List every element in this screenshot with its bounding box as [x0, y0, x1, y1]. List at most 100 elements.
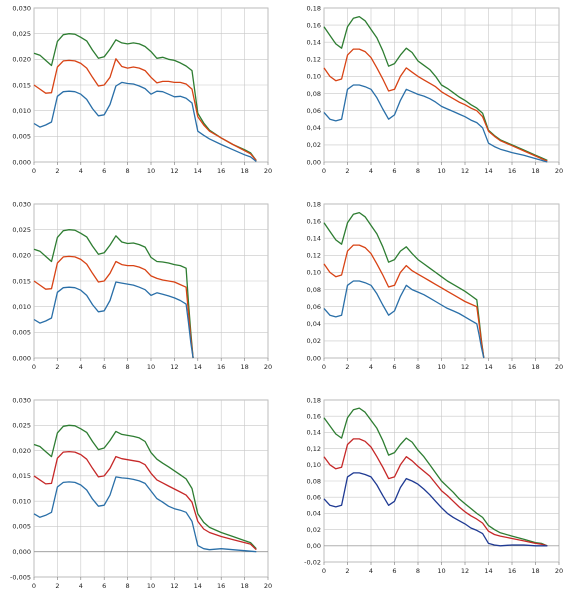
- y-tick-label: -0,02: [304, 558, 321, 566]
- y-tick-label: 0,005: [12, 329, 31, 337]
- y-tick-label: 0,020: [12, 56, 31, 64]
- y-tick-label: 0,015: [12, 472, 31, 480]
- series-line-3: [33, 476, 257, 553]
- x-tick-label: 12: [170, 167, 178, 175]
- y-tick-label: 0,12: [307, 445, 321, 453]
- series-line-1: [33, 424, 257, 550]
- x-tick-label: 10: [147, 167, 155, 175]
- y-tick-label: 0,04: [307, 320, 321, 328]
- series-line-2: [33, 255, 194, 359]
- y-tick-label: 0,010: [12, 497, 31, 505]
- y-tick-label: 0,015: [12, 277, 31, 285]
- y-tick-label: 0,005: [12, 133, 31, 141]
- y-tick-label: 0,000: [12, 158, 31, 166]
- chart-svg: 0,00 0,02 0,04 0,06 0,08 0,10 0,12 0,14 0,16 0,18…: [307, 4, 564, 175]
- x-tick-label: 14: [194, 582, 202, 590]
- x-tick-label: 2: [55, 363, 59, 371]
- y-tick-label: 0,16: [307, 21, 321, 29]
- y-tick-label: 0,04: [307, 510, 321, 518]
- x-tick-label: 16: [217, 363, 225, 371]
- x-tick-label: 18: [240, 582, 248, 590]
- series-line-1: [323, 211, 485, 359]
- series-line-3: [323, 280, 485, 359]
- y-tick-label: 0,12: [307, 252, 321, 260]
- y-tick-label: 0,00: [307, 354, 321, 362]
- y-tick-label: 0,025: [12, 30, 31, 38]
- y-tick-label: 0,06: [307, 494, 321, 502]
- x-tick-label: 6: [392, 167, 396, 175]
- x-tick-label: 20: [555, 567, 563, 575]
- x-tick-label: 4: [79, 167, 83, 175]
- x-tick-label: 4: [79, 363, 83, 371]
- x-tick-label: 20: [555, 167, 563, 175]
- x-tick-label: 16: [217, 167, 225, 175]
- x-tick-label: 0: [32, 167, 36, 175]
- x-tick-label: 14: [194, 363, 202, 371]
- chart-panel-6: -0,02 0,00 0,02 0,04 0,06 0,08 0,10 0,12 0,14 0,1…: [289, 392, 567, 599]
- x-tick-label: 20: [264, 167, 272, 175]
- x-tick-label: 6: [102, 167, 106, 175]
- chart-svg: 0,00 0,02 0,04 0,06 0,08 0,10 0,12 0,14 0,16 0,18…: [307, 200, 564, 371]
- x-tick-label: 8: [126, 582, 130, 590]
- x-tick-label: 0: [322, 567, 326, 575]
- x-tick-label: 4: [369, 167, 373, 175]
- y-tick-label: 0,08: [307, 286, 321, 294]
- x-tick-label: 8: [416, 567, 420, 575]
- chart-svg: 0,000 0,005 0,010 0,015 0,020 0,025 0,030 0 2 4 6 8…: [12, 200, 272, 371]
- y-tick-label: 0,02: [307, 526, 321, 534]
- y-tick-label: 0,015: [12, 81, 31, 89]
- x-tick-label: 12: [461, 167, 469, 175]
- y-tick-label: 0,18: [307, 200, 321, 208]
- x-tick-label: 18: [531, 363, 539, 371]
- series-line-1: [33, 33, 257, 161]
- y-tick-label: 0,000: [12, 354, 31, 362]
- y-tick-label: 0,14: [307, 235, 321, 243]
- x-tick-label: 14: [194, 167, 202, 175]
- y-tick-label: 0,12: [307, 56, 321, 64]
- y-tick-label: 0,14: [307, 39, 321, 47]
- x-tick-label: 6: [102, 582, 106, 590]
- y-tick-label: 0,030: [12, 396, 31, 404]
- series-line-3: [323, 472, 548, 547]
- y-tick-label: 0,10: [307, 269, 321, 277]
- x-tick-label: 12: [461, 567, 469, 575]
- x-tick-label: 16: [508, 567, 516, 575]
- series-line-3: [33, 81, 257, 163]
- y-tick-label: 0,18: [307, 396, 321, 404]
- x-tick-label: 16: [217, 582, 225, 590]
- series-line-3: [33, 281, 194, 359]
- x-tick-label: 4: [369, 567, 373, 575]
- chart-svg: -0,005 0,000 0,005 0,010 0,015 0,020 0,025 0,03…: [10, 396, 272, 590]
- x-tick-label: 2: [345, 567, 349, 575]
- x-tick-label: 16: [508, 167, 516, 175]
- y-tick-label: 0,16: [307, 217, 321, 225]
- x-tick-label: 10: [437, 363, 445, 371]
- series-line-3: [323, 84, 548, 163]
- y-tick-label: 0,02: [307, 141, 321, 149]
- y-tick-label: 0,08: [307, 477, 321, 485]
- x-tick-label: 10: [147, 363, 155, 371]
- y-tick-label: 0,025: [12, 422, 31, 430]
- series-line-2: [323, 244, 485, 359]
- y-tick-label: 0,10: [307, 73, 321, 81]
- y-tick-label: 0,10: [307, 461, 321, 469]
- y-tick-label: 0,010: [12, 303, 31, 311]
- x-tick-label: 2: [55, 167, 59, 175]
- x-tick-label: 0: [32, 363, 36, 371]
- y-tick-label: 0,16: [307, 413, 321, 421]
- y-tick-label: 0,14: [307, 429, 321, 437]
- chart-panel-5: -0,005 0,000 0,005 0,010 0,015 0,020 0,025 0,03…: [0, 392, 276, 599]
- chart-svg: 0,000 0,005 0,010 0,015 0,020 0,025 0,030 0 2 4 6 8…: [12, 4, 272, 175]
- x-tick-label: 0: [32, 582, 36, 590]
- y-tick-label: 0,020: [12, 447, 31, 455]
- x-tick-label: 8: [126, 363, 130, 371]
- chart-panel-4: 0,00 0,02 0,04 0,06 0,08 0,10 0,12 0,14 0,16 0,18…: [289, 196, 567, 381]
- x-tick-label: 10: [437, 167, 445, 175]
- y-tick-label: 0,005: [12, 523, 31, 531]
- x-tick-label: 14: [484, 363, 492, 371]
- x-tick-label: 20: [555, 363, 563, 371]
- chart-panel-2: 0,00 0,02 0,04 0,06 0,08 0,10 0,12 0,14 0,16 0,18…: [289, 0, 567, 185]
- x-tick-label: 4: [369, 363, 373, 371]
- series-line-2: [33, 450, 257, 551]
- x-tick-label: 2: [55, 582, 59, 590]
